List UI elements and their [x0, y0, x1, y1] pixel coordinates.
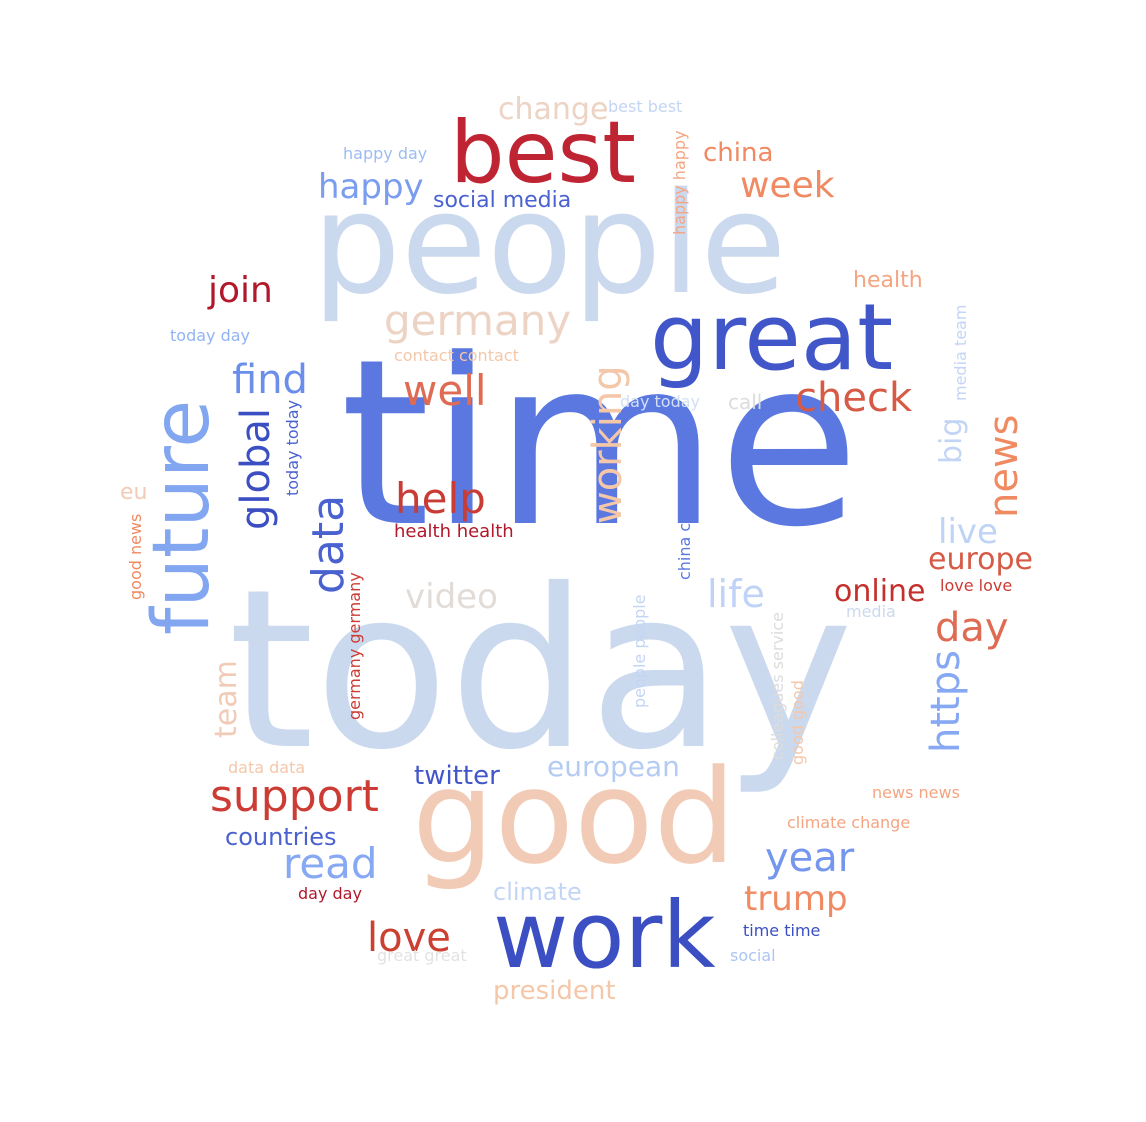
- cloud-word: climate change: [787, 813, 911, 832]
- cloud-word: read: [283, 839, 378, 888]
- cloud-word: support: [210, 771, 379, 822]
- cloud-word: best: [450, 103, 637, 203]
- cloud-word: happy day: [343, 144, 428, 163]
- cloud-word: eu: [120, 480, 148, 505]
- cloud-word: media team: [951, 304, 970, 402]
- cloud-word: week: [740, 165, 835, 206]
- cloud-word: happy: [318, 167, 424, 207]
- cloud-word: find: [232, 357, 308, 403]
- cloud-word: social: [730, 946, 776, 965]
- cloud-word: time time: [743, 921, 821, 940]
- cloud-word: great great: [377, 946, 467, 965]
- cloud-word: countries: [225, 823, 337, 851]
- cloud-word: future: [137, 399, 227, 636]
- cloud-word: today day: [170, 326, 251, 345]
- cloud-word: help: [395, 474, 486, 523]
- cloud-word: europe: [928, 542, 1033, 577]
- cloud-word: good: [412, 741, 737, 893]
- cloud-word: news: [981, 414, 1027, 518]
- cloud-word: well: [403, 366, 487, 415]
- cloud-word: china china: [675, 487, 694, 580]
- cloud-word: happy happy: [670, 129, 689, 235]
- cloud-word: data data: [228, 758, 306, 777]
- cloud-word: good good: [788, 679, 807, 765]
- cloud-word: https: [923, 649, 969, 753]
- cloud-word: great: [650, 284, 894, 391]
- cloud-word: live: [938, 512, 998, 552]
- cloud-word: day today: [620, 392, 701, 411]
- cloud-word: life: [707, 572, 765, 616]
- cloud-word: news news: [872, 783, 960, 802]
- cloud-word: change: [498, 92, 609, 127]
- cloud-word: health: [853, 268, 923, 293]
- cloud-word: people people: [630, 593, 649, 708]
- cloud-word: germany germany: [345, 571, 364, 720]
- cloud-word: team: [209, 659, 244, 738]
- cloud-word: day: [935, 605, 1009, 651]
- cloud-word: global: [233, 407, 279, 530]
- cloud-word: good news: [126, 513, 145, 601]
- cloud-word: working: [585, 364, 631, 524]
- cloud-word: european: [547, 750, 680, 783]
- cloud-word: day day: [298, 884, 362, 903]
- cloud-word: work: [493, 882, 716, 989]
- cloud-word: today: [228, 542, 854, 798]
- cloud-word: year: [765, 835, 855, 881]
- cloud-word: time: [340, 311, 860, 578]
- cloud-word: people: [312, 163, 787, 326]
- cloud-word: check: [795, 375, 913, 421]
- cloud-word: twitter: [414, 761, 500, 791]
- cloud-word: health health: [394, 521, 514, 542]
- cloud-word: today today: [283, 399, 302, 497]
- cloud-word: president: [493, 976, 616, 1006]
- cloud-word: call: [728, 390, 763, 414]
- cloud-word: china: [703, 138, 774, 168]
- cloud-word: join: [208, 270, 273, 311]
- cloud-word: social media: [433, 188, 572, 213]
- cloud-word: online: [834, 574, 926, 609]
- cloud-word: climate: [493, 878, 582, 906]
- cloud-word: big: [934, 417, 969, 465]
- cloud-word: love love: [940, 576, 1013, 595]
- cloud-word: colleagues service: [768, 612, 787, 760]
- cloud-word: contact contact: [394, 346, 519, 365]
- cloud-word: best best: [608, 97, 683, 116]
- cloud-word: germany: [384, 296, 572, 345]
- cloud-word: media: [846, 602, 896, 621]
- cloud-word: video: [405, 577, 498, 617]
- cloud-word: trump: [744, 879, 848, 919]
- cloud-word: love: [367, 915, 451, 961]
